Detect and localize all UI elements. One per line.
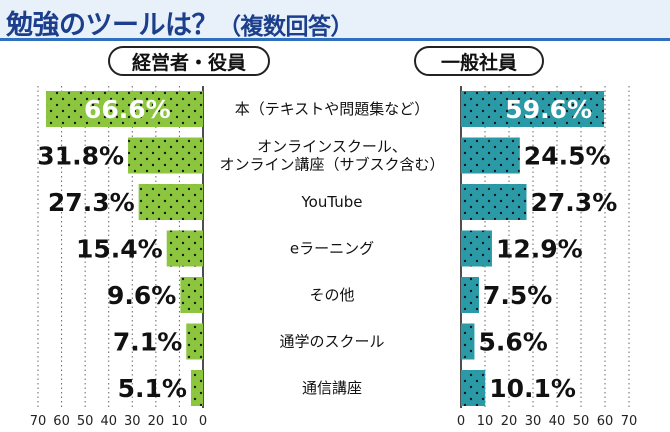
- title-suffix: （複数回答）: [218, 14, 354, 40]
- tick-label-right: 70: [621, 414, 638, 429]
- value-label-employees: 27.3%: [531, 188, 618, 217]
- title-underline: [0, 38, 670, 41]
- value-label-executives: 7.1%: [113, 328, 182, 357]
- value-label-executives: 31.8%: [37, 142, 124, 171]
- tick-label-left: 50: [77, 414, 94, 429]
- tick-label-left: 0: [199, 414, 207, 429]
- group-label-executives: 経営者・役員: [108, 46, 270, 76]
- chart-title: 勉強のツールは？（複数回答）: [6, 3, 354, 42]
- bar-texture-employees: [461, 137, 520, 174]
- category-label: eラーニング: [290, 240, 374, 258]
- tick-label-left: 30: [124, 414, 141, 429]
- tick-label-right: 60: [597, 414, 614, 429]
- value-label-executives: 27.3%: [48, 188, 135, 217]
- title-band: [0, 0, 670, 38]
- tick-label-left: 10: [171, 414, 188, 429]
- value-label-employees: 12.9%: [496, 235, 583, 264]
- category-label: オンライン講座（サブスク含む）: [219, 156, 444, 174]
- tick-label-right: 30: [525, 414, 542, 429]
- tick-label-right: 0: [457, 414, 465, 429]
- value-label-employees: 10.1%: [489, 374, 576, 403]
- tick-label-left: 40: [100, 414, 117, 429]
- tick-label-right: 40: [549, 414, 566, 429]
- value-label-employees: 5.6%: [478, 328, 547, 357]
- bar-texture-executives: [180, 277, 203, 313]
- bar-texture-executives: [138, 184, 203, 220]
- tick-label-left: 70: [30, 414, 47, 429]
- value-label-executives: 5.1%: [118, 374, 187, 403]
- value-label-executives: 15.4%: [76, 235, 163, 264]
- value-label-employees: 24.5%: [524, 142, 611, 171]
- bars: [46, 91, 605, 406]
- category-label: その他: [309, 286, 354, 304]
- bar-texture-employees: [461, 323, 475, 360]
- group-label-employees: 一般社員: [414, 46, 544, 76]
- bar-texture-employees: [461, 91, 605, 127]
- tick-label-right: 50: [573, 414, 590, 429]
- value-label-employees: 7.5%: [483, 281, 552, 310]
- category-label: オンラインスクール、: [257, 138, 407, 156]
- category-label: 通学のスクール: [279, 333, 384, 351]
- tick-label-right: 10: [477, 414, 494, 429]
- category-label: 本（テキストや問題集など）: [235, 100, 430, 118]
- labels: 70 60 50 40 30 20 10 0 0 10 20 30 40 50 60 70 66.6% 31.8%…: [30, 95, 638, 429]
- bar-texture-employees: [461, 277, 479, 313]
- value-label-executives: 9.6%: [107, 281, 176, 310]
- bar-texture-employees: [461, 184, 527, 220]
- bar-texture-executives: [128, 137, 203, 174]
- bar-texture-executives: [186, 323, 203, 360]
- bar-texture-employees: [461, 230, 492, 267]
- value-label-executives: 66.6%: [84, 95, 171, 124]
- bar-texture-executives: [46, 91, 204, 127]
- bar-texture-employees: [461, 370, 486, 406]
- tick-label-left: 60: [53, 414, 70, 429]
- bar-texture-executives: [190, 370, 203, 406]
- title-main: 勉強のツールは？: [6, 10, 219, 41]
- tick-label-left: 20: [148, 414, 165, 429]
- bar-texture-executives: [166, 230, 203, 267]
- category-label: 通信講座: [302, 379, 362, 397]
- tick-label-right: 20: [501, 414, 518, 429]
- value-label-employees: 59.6%: [505, 95, 592, 124]
- category-label: YouTube: [301, 193, 363, 211]
